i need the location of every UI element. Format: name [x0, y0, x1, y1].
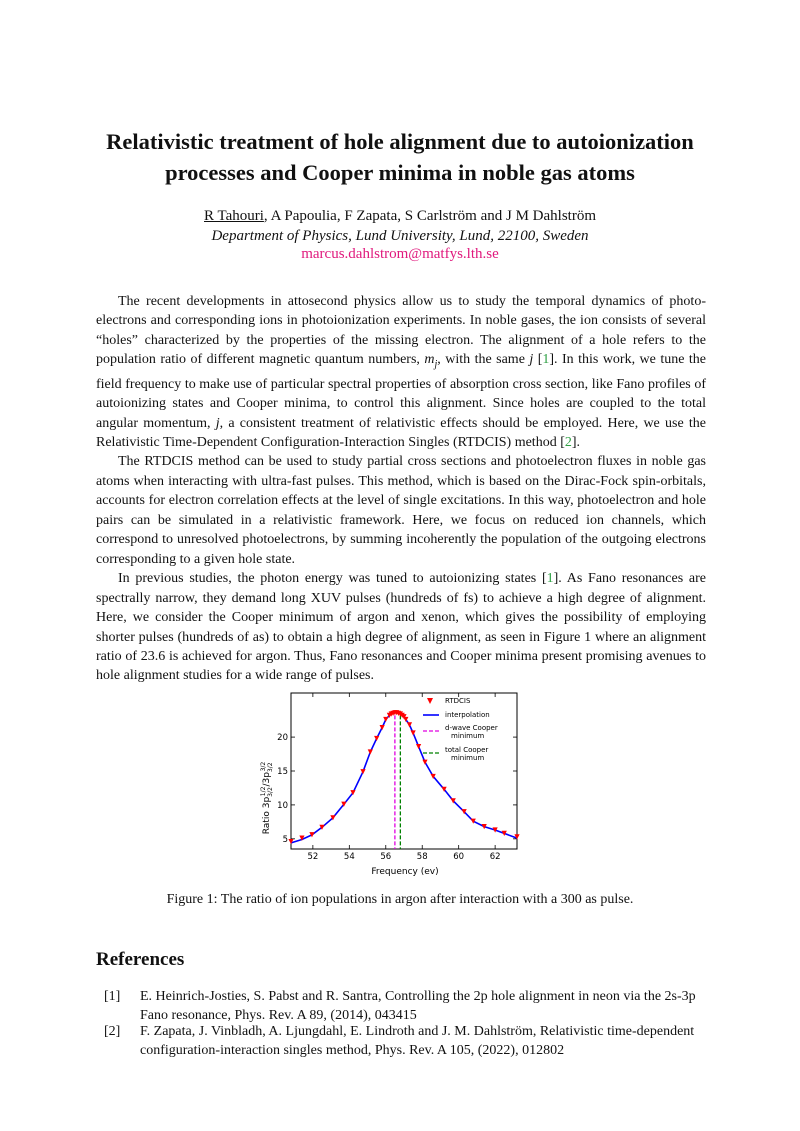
- paragraph-3: In previous studies, the photon energy w…: [96, 569, 706, 686]
- y-label-sub-2: 3/2: [267, 762, 274, 772]
- rtdcis-point: [403, 716, 409, 723]
- mj-m: m: [424, 352, 435, 368]
- abstract-body: The recent developments in attosecond ph…: [96, 292, 706, 686]
- p1-text-f: ].: [571, 434, 581, 450]
- rtdcis-point: [299, 835, 305, 841]
- x-tick-label: 58: [417, 852, 428, 862]
- rtdcis-point: [481, 824, 487, 830]
- p1-text-b: , with the same: [437, 352, 530, 368]
- affiliation: Department of Physics, Lund University, …: [211, 228, 589, 244]
- y-label-sup-2: 3/2: [260, 762, 267, 772]
- rtdcis-point: [350, 790, 356, 796]
- p3-text-b: ]. As Fano resonances are spectrally nar…: [96, 571, 706, 684]
- citation-link-3[interactable]: 1: [546, 571, 554, 587]
- reference-text: F. Zapata, J. Vinbladh, A. Ljungdahl, E.…: [140, 1024, 695, 1058]
- y-label-sup-1: 1/2: [260, 786, 267, 796]
- figure-caption: Figure 1: The ratio of ion populations i…: [166, 892, 634, 907]
- j-symbol-2: j: [215, 415, 220, 431]
- rtdcis-point: [422, 759, 428, 765]
- mj-sub: j: [434, 359, 438, 371]
- figure-1: 52 54 56 58 60 62 5 10 15 20 RTDCIS interpolation d…: [255, 688, 525, 878]
- rtdcis-point: [360, 769, 366, 775]
- rtdcis-point: [309, 832, 315, 838]
- title-line-2: processes and Cooper minima in noble gas…: [165, 160, 635, 185]
- ratio-chart: 52 54 56 58 60 62 5 10 15 20 RTDCIS interpolation d…: [260, 692, 520, 877]
- rtdcis-point: [401, 714, 407, 720]
- rtdcis-point: [461, 809, 467, 815]
- x-tick-label: 52: [307, 852, 318, 862]
- rtdcis-point: [341, 801, 347, 807]
- rtdcis-point: [367, 749, 373, 755]
- y-label-sub-1: 3/2: [267, 787, 274, 797]
- citation-link-1[interactable]: 1: [542, 352, 550, 368]
- reference-text: E. Heinrich-Josties, S. Pabst and R. San…: [140, 989, 696, 1023]
- mj-symbol: mj: [424, 352, 438, 371]
- rtdcis-point: [501, 830, 507, 836]
- title-line-1: Relativistic treatment of hole alignment…: [106, 129, 694, 154]
- y-label-slash: /3p: [262, 772, 272, 787]
- first-author: R Tahouri: [204, 208, 264, 224]
- legend-rtdcis-label: RTDCIS: [445, 697, 471, 705]
- reference-item: [2] F. Zapata, J. Vinbladh, A. Ljungdahl…: [96, 1022, 708, 1062]
- p1-text-e: , a consistent treatment of relativistic…: [96, 415, 706, 450]
- rtdcis-point: [374, 735, 380, 742]
- y-tick-label: 5: [283, 835, 288, 845]
- citation-link-2[interactable]: 2: [564, 434, 572, 450]
- rtdcis-point: [441, 786, 447, 792]
- other-authors: , A Papoulia, F Zapata, S Carlström and …: [263, 208, 596, 224]
- reference-number: [1]: [104, 989, 121, 1004]
- legend-interpolation-label: interpolation: [445, 711, 490, 719]
- email-link[interactable]: marcus.dahlstrom@matfys.lth.se: [301, 246, 499, 262]
- p1-text-d: ]. In this work, we tune the field frequ…: [96, 352, 706, 431]
- legend-d-wave-label: d-wave Cooper: [445, 724, 498, 732]
- legend-rtdcis-marker: [427, 698, 433, 704]
- p3-text-a: In previous studies, the photon energy w…: [118, 571, 547, 587]
- reference-number: [2]: [104, 1024, 121, 1039]
- rtdcis-point: [319, 824, 325, 830]
- legend-d-wave-label-2: minimum: [451, 732, 484, 740]
- rtdcis-point: [288, 838, 294, 845]
- x-tick-label: 54: [344, 852, 355, 862]
- x-axis-label: Frequency (ev): [371, 867, 438, 877]
- y-tick-label: 15: [277, 767, 288, 777]
- rtdcis-point: [470, 818, 476, 824]
- y-tick-label: 20: [277, 733, 288, 743]
- x-tick-label: 56: [380, 852, 391, 862]
- rtdcis-point: [406, 722, 413, 728]
- legend-total-label: total Cooper: [445, 746, 488, 754]
- paragraph-1: The recent developments in attosecond ph…: [96, 292, 706, 452]
- rtdcis-point: [430, 773, 436, 780]
- rtdcis-point: [450, 798, 456, 804]
- reference-item: [1] E. Heinrich-Josties, S. Pabst and R.…: [96, 987, 708, 1027]
- j-symbol: j: [529, 352, 534, 368]
- legend-total-label-2: minimum: [451, 754, 484, 762]
- rtdcis-point: [492, 827, 498, 833]
- rtdcis-point: [410, 730, 416, 736]
- rtdcis-point: [514, 834, 520, 840]
- p1-text-a: The recent developments in attosecond ph…: [96, 294, 706, 368]
- p1-text-c: [: [533, 352, 543, 368]
- y-label-main: Ratio 3p: [262, 797, 272, 835]
- references-heading: References: [96, 949, 185, 970]
- x-tick-label: 62: [490, 852, 501, 862]
- rtdcis-point: [383, 716, 389, 723]
- paper-title: Relativistic treatment of hole alignment…: [60, 126, 740, 188]
- rtdcis-point: [379, 724, 385, 731]
- rtdcis-point: [330, 815, 336, 821]
- author-list: R Tahouri, A Papoulia, F Zapata, S Carls…: [60, 207, 740, 226]
- rtdcis-point: [415, 743, 422, 750]
- paragraph-2: The RTDCIS method can be used to study p…: [96, 454, 706, 567]
- y-tick-label: 10: [277, 801, 288, 811]
- y-axis-label: Ratio 3p3/21/2/3p3/23/2: [260, 762, 274, 835]
- x-tick-label: 60: [453, 852, 464, 862]
